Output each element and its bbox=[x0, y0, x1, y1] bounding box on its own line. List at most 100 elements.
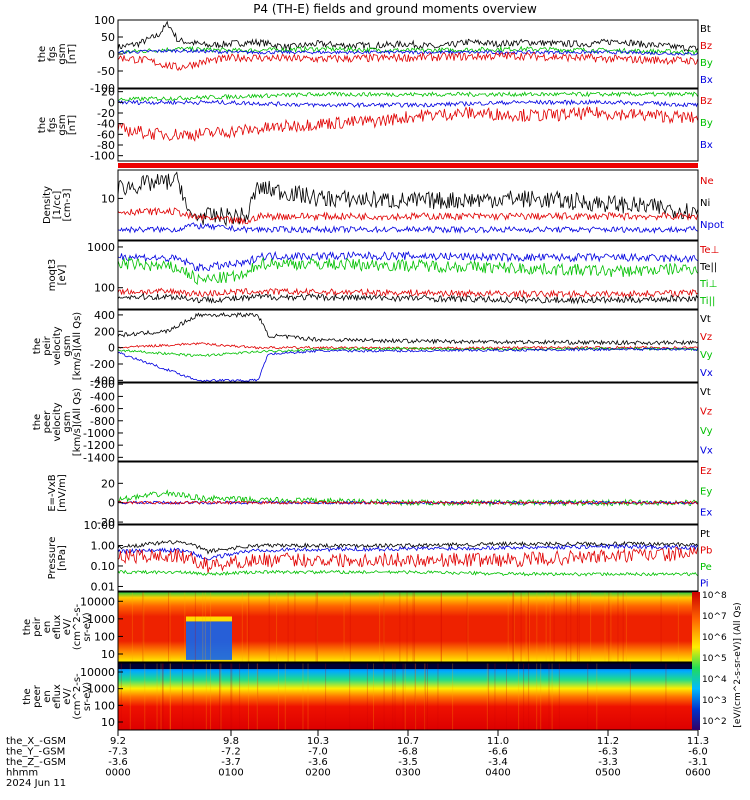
spectrogram-feature bbox=[118, 663, 698, 669]
series-Pt bbox=[117, 540, 698, 555]
y-axis-label: [km/s](All Qs) bbox=[72, 388, 83, 456]
quality-flag-bar bbox=[118, 163, 698, 168]
x-tick-label: -6.3 bbox=[598, 747, 618, 758]
panel-peer-velocity: -1400-1200-1000-800-600-400-200 the peer ve… bbox=[32, 378, 713, 464]
panel-frame bbox=[117, 461, 699, 525]
legend-item: Npot bbox=[700, 220, 724, 231]
y-axis-label: (cm^2-s- bbox=[72, 603, 83, 650]
y-axis-label: peer bbox=[42, 410, 53, 434]
y-axis-label: [1/cc] bbox=[52, 191, 63, 220]
x-axis-row-label: the_Y_-GSM bbox=[6, 747, 65, 758]
series-Pi bbox=[117, 543, 698, 561]
panel-density: 10 Density [1/cc] [cm-3] Ne Ni Npot bbox=[42, 169, 724, 241]
x-tick-label: -7.0 bbox=[308, 747, 328, 758]
x-tick-label: 10.3 bbox=[307, 736, 329, 747]
y-axis-label: eflux bbox=[52, 615, 63, 640]
x-tick-label: 10.7 bbox=[397, 736, 419, 747]
y-tick-label: 0 bbox=[108, 497, 115, 510]
series-Ti|| bbox=[117, 256, 698, 286]
series-Npot bbox=[117, 222, 698, 234]
y-tick-label: -1200 bbox=[83, 439, 115, 452]
x-axis-row-label: the_X_-GSM bbox=[6, 736, 66, 747]
panel-frame bbox=[117, 524, 699, 592]
spectrogram-feature bbox=[186, 616, 232, 622]
legend-item: Bz bbox=[700, 41, 712, 52]
series-Ey bbox=[117, 489, 698, 508]
y-axis-label: Pressure bbox=[47, 537, 58, 580]
colorbar-tick: 10^7 bbox=[702, 612, 727, 622]
y-axis-label: gsm bbox=[57, 43, 68, 64]
x-tick-label: 0500 bbox=[595, 768, 620, 779]
y-axis-label: [nT] bbox=[67, 44, 78, 64]
y-tick-label: 1.00 bbox=[91, 539, 116, 552]
series-Pe bbox=[117, 569, 698, 577]
x-tick-label: -6.8 bbox=[398, 747, 418, 758]
panel-peir-eflux: 10 100 1000 10000 the peir en eflux eV/(cm^2-s-s… bbox=[22, 591, 699, 663]
y-tick-label: -1400 bbox=[83, 451, 115, 464]
legend-item: By bbox=[700, 58, 713, 69]
colorbar-tick: 10^8 bbox=[702, 591, 727, 601]
y-axis-label: sr-eV) bbox=[82, 682, 93, 711]
series-Bz bbox=[117, 105, 698, 142]
y-tick-label: -80 bbox=[97, 139, 115, 152]
x-tick-label: -3.7 bbox=[221, 757, 241, 768]
x-tick-label: -3.3 bbox=[598, 757, 618, 768]
y-axis-label: E=-VxB bbox=[47, 474, 58, 511]
spectrogram-peer-eflux bbox=[118, 663, 698, 730]
series-Bx bbox=[117, 99, 698, 109]
y-tick-label: 10 bbox=[101, 648, 115, 661]
y-tick-label: 0 bbox=[108, 96, 115, 109]
y-tick-label: -200 bbox=[90, 358, 115, 371]
y-tick-label: -50 bbox=[97, 65, 115, 78]
series-Te|| bbox=[117, 292, 698, 305]
series-Vz bbox=[118, 342, 698, 351]
y-tick-label: 1000 bbox=[87, 613, 115, 626]
y-tick-label: -100 bbox=[90, 82, 115, 95]
y-axis-label: fgs bbox=[47, 117, 58, 132]
panel-moments-temp: 100 1000 moqt3 [eV] Te⊥ Te|| Ti⊥ Ti|| bbox=[47, 240, 719, 310]
figure-title: P4 (TH-E) fields and ground moments over… bbox=[253, 2, 537, 16]
y-axis-label: en bbox=[42, 621, 53, 634]
y-tick-label: -800 bbox=[90, 415, 115, 428]
y-tick-label: -400 bbox=[90, 374, 115, 387]
y-tick-label: 100 bbox=[94, 699, 115, 712]
x-tick-label: 11.2 bbox=[597, 736, 619, 747]
legend-item: Bt bbox=[700, 24, 711, 35]
y-axis-label: velocity bbox=[52, 326, 63, 365]
y-axis-label: [eV] bbox=[57, 265, 68, 286]
panel-frame bbox=[117, 169, 699, 241]
x-tick-label: 0300 bbox=[395, 768, 420, 779]
y-axis-label: the bbox=[37, 46, 48, 62]
series-By bbox=[117, 45, 698, 56]
y-axis-label: [km/s](All Qs) bbox=[72, 312, 83, 380]
y-tick-label: -400 bbox=[90, 390, 115, 403]
x-tick-label: 0400 bbox=[485, 768, 510, 779]
legend-item: Ne bbox=[700, 176, 714, 187]
y-tick-label: 400 bbox=[94, 309, 115, 322]
x-tick-label: 0000 bbox=[105, 768, 130, 779]
energy-flux-colorbar: 10^8 10^7 10^6 10^5 10^4 10^3 10^2 [eV/(cm^2-s-… bbox=[692, 591, 743, 730]
y-axis-label: (cm^2-s- bbox=[72, 673, 83, 720]
y-axis-label: eV/ bbox=[62, 688, 73, 705]
y-axis-label: [mV/m] bbox=[57, 474, 68, 512]
panel-frame bbox=[117, 88, 699, 162]
y-tick-label: -60 bbox=[97, 128, 115, 141]
y-axis-label: moqt3 bbox=[47, 259, 58, 292]
y-axis-label: peir bbox=[32, 616, 43, 636]
series-Ti⊥ bbox=[117, 250, 698, 272]
x-tick-label: 0600 bbox=[685, 768, 710, 779]
x-tick-label: -7.3 bbox=[108, 747, 128, 758]
series-Ni bbox=[117, 171, 698, 227]
y-axis-label: [nPa] bbox=[57, 545, 68, 571]
series-Vx bbox=[117, 347, 698, 383]
y-axis-label: en bbox=[42, 690, 53, 703]
y-tick-label: 20 bbox=[101, 477, 115, 490]
legend-item: Pt bbox=[700, 529, 710, 540]
colorbar-scale bbox=[692, 592, 700, 730]
x-tick-label: 11.0 bbox=[487, 736, 509, 747]
y-tick-label: 0.01 bbox=[91, 580, 116, 593]
x-tick-label: -3.6 bbox=[108, 757, 128, 768]
legend-item: Vy bbox=[700, 426, 713, 437]
y-tick-label: -20 bbox=[97, 107, 115, 120]
